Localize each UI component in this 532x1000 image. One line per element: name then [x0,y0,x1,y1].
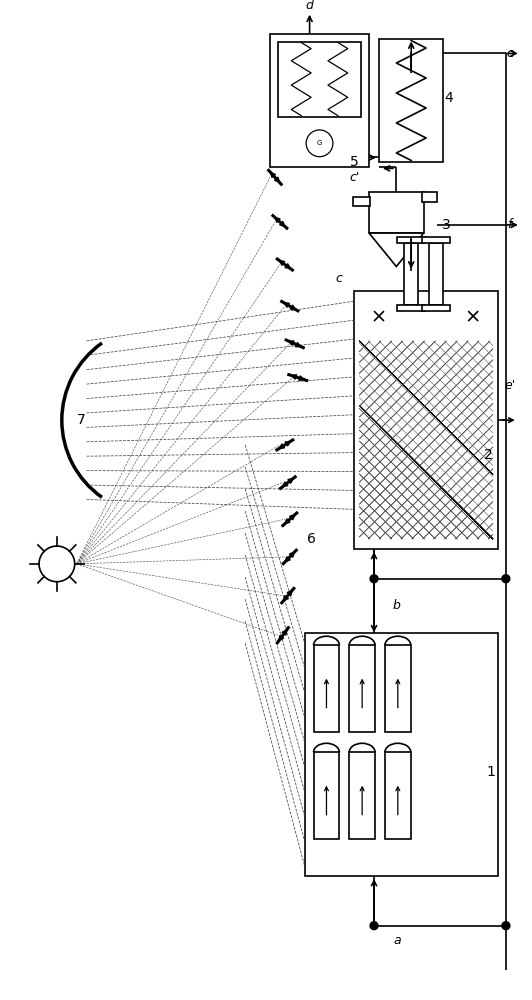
Text: c': c' [349,171,359,184]
Bar [429,243,443,305]
Bar [385,645,411,732]
Bar [305,633,498,876]
Text: 2: 2 [484,448,493,462]
Bar [354,291,498,549]
Bar [397,237,425,243]
Text: c: c [336,272,343,285]
Text: 7: 7 [77,413,86,427]
Text: 5: 5 [350,155,359,169]
Bar [404,243,418,305]
Bar [385,752,411,839]
Text: e': e' [504,379,516,392]
Text: d: d [306,0,313,12]
Text: 4: 4 [444,91,453,105]
Circle shape [306,130,333,157]
Circle shape [370,922,378,930]
Text: 1: 1 [487,765,495,779]
Bar [350,752,375,839]
Text: b: b [393,599,401,612]
Text: 6: 6 [307,532,316,546]
Circle shape [502,922,510,930]
Bar [313,645,339,732]
Text: 3: 3 [442,218,451,232]
Text: G: G [317,140,322,146]
Bar [397,305,425,311]
Bar [379,39,444,162]
Text: e: e [506,47,514,60]
Bar [270,34,369,167]
Bar [422,237,450,243]
Text: f: f [508,218,512,231]
Bar [350,645,375,732]
Circle shape [502,575,510,583]
Bar [313,752,339,839]
Bar [422,192,437,202]
Text: a: a [393,934,401,947]
Circle shape [370,575,378,583]
Bar [353,197,370,206]
Bar [369,192,423,233]
Polygon shape [369,233,423,267]
Bar [422,305,450,311]
Bar [278,42,361,117]
